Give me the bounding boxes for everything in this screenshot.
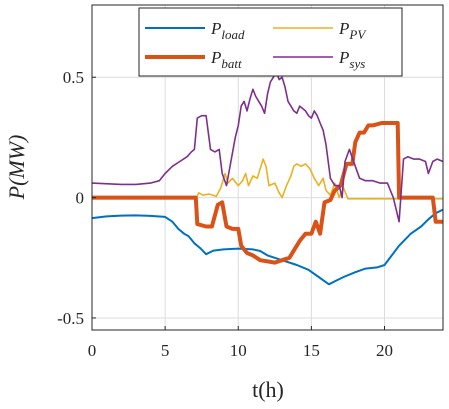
legend-entries: Pload PPV Pbatt Psys xyxy=(145,19,367,71)
series-lines xyxy=(91,71,444,286)
legend-box xyxy=(138,7,403,77)
y-tick-label: 0.5 xyxy=(63,68,84,87)
legend-label-pv: PPV xyxy=(338,19,367,42)
series-line-load xyxy=(91,208,444,286)
legend-label-sys: Psys xyxy=(338,48,365,71)
y-tick-label: 0 xyxy=(76,189,85,208)
x-tick-label: 10 xyxy=(230,341,247,360)
y-axis-title: P(MW) xyxy=(4,135,29,201)
series-line-sys xyxy=(91,71,444,223)
series-line-pv xyxy=(92,158,443,200)
axis-ticks: 0 5 10 15 20-0.500.5 xyxy=(57,68,393,360)
x-tick-label: 20 xyxy=(376,341,393,360)
plot-frame xyxy=(91,4,444,331)
legend-label-batt: Pbatt xyxy=(210,48,242,71)
x-tick-label: 0 xyxy=(88,341,97,360)
x-tick-label: 15 xyxy=(303,341,320,360)
y-tick-label: -0.5 xyxy=(57,309,84,328)
series-line-batt xyxy=(92,121,443,265)
legend-label-load: Pload xyxy=(210,19,245,42)
x-axis-title: t(h) xyxy=(252,377,284,402)
legend: Pload PPV Pbatt Psys xyxy=(138,7,403,77)
x-tick-label: 5 xyxy=(161,341,170,360)
